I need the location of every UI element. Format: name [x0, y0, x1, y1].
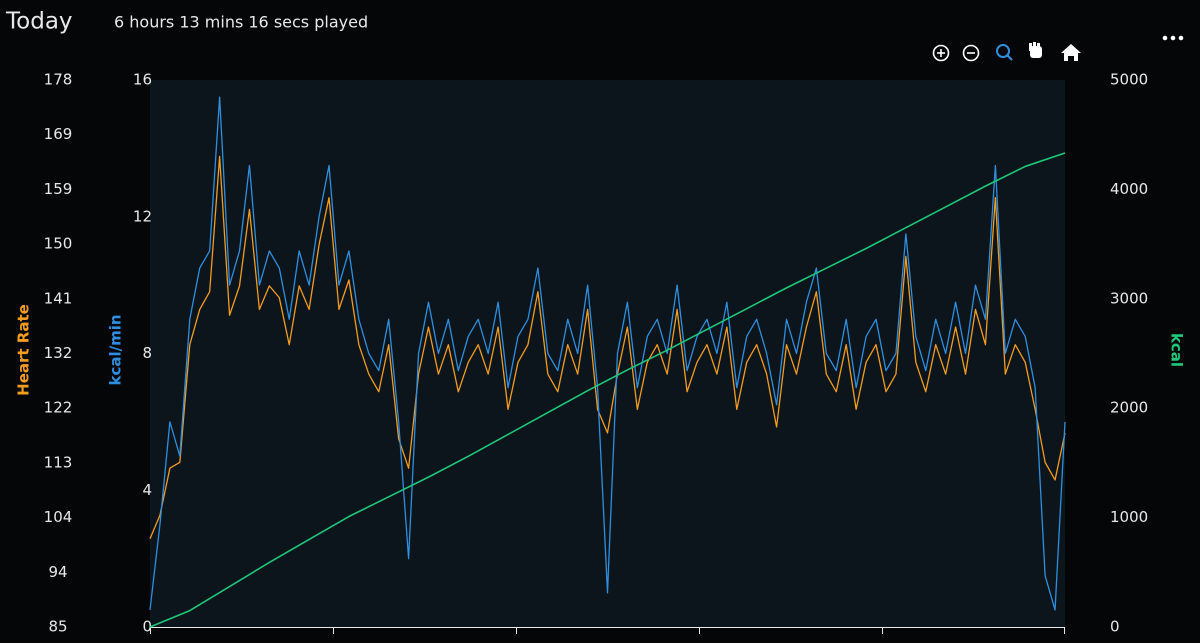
toolbar	[932, 42, 1081, 62]
y3-tick-label: 3000	[1110, 289, 1148, 307]
series-line	[149, 155, 1066, 540]
zoom-select-button[interactable]	[996, 44, 1013, 61]
y3-axis-label: kcal	[1168, 333, 1186, 367]
reset-button[interactable]	[1061, 44, 1081, 61]
y2-tick-label: 4	[142, 481, 152, 499]
zoom-in-button[interactable]	[932, 44, 950, 62]
pan-button[interactable]	[1029, 42, 1042, 58]
y3-tick-label: 4000	[1110, 180, 1148, 198]
y-tick-label: 150	[44, 235, 73, 253]
y-tick-label: 94	[48, 563, 67, 581]
y2-axis-label: kcal/min	[107, 314, 125, 385]
plot-area	[150, 80, 1065, 627]
y2-tick-label: 16	[133, 71, 152, 89]
series-line	[149, 96, 1066, 611]
x-axis	[150, 627, 1065, 634]
y-tick-label: 122	[44, 399, 73, 417]
subtitle: 6 hours 13 mins 16 secs played	[114, 13, 368, 32]
y-tick-label: 104	[44, 508, 73, 526]
y-tick-label: 169	[44, 125, 73, 143]
y2-tick-label: 0	[142, 618, 152, 636]
y-tick-label: 141	[44, 289, 73, 307]
y3-tick-label: 1000	[1110, 508, 1148, 526]
y-tick-label: 178	[44, 71, 73, 89]
menu-button[interactable]	[1162, 35, 1184, 41]
y-tick-label: 159	[44, 180, 73, 198]
zoom-out-button[interactable]	[962, 44, 980, 62]
y3-tick-label: 5000	[1110, 71, 1148, 89]
y2-tick-label: 8	[142, 344, 152, 362]
y-tick-label: 113	[44, 453, 73, 471]
y3-tick-label: 2000	[1110, 399, 1148, 417]
title: Today	[5, 9, 73, 35]
series-line	[149, 152, 1066, 628]
y-tick-label: 85	[48, 618, 67, 636]
y-tick-label: 132	[44, 344, 73, 362]
y2-tick-label: 12	[133, 207, 152, 225]
y-axis-label: Heart Rate	[15, 304, 33, 396]
y3-tick-label: 0	[1110, 618, 1120, 636]
